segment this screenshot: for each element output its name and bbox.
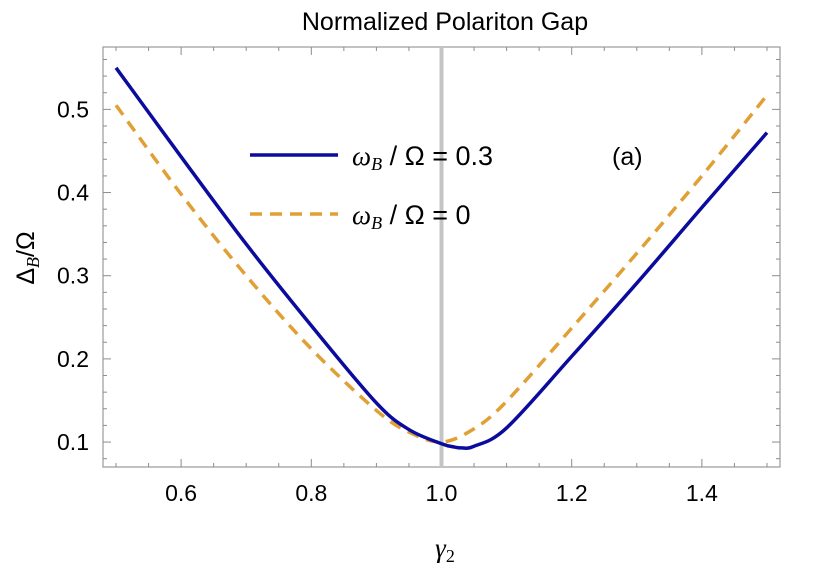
series-line-dashed [114,94,769,444]
series-line-solid [114,66,769,450]
legend-entry-2: ωB / Ω = 0 [352,200,471,233]
y-tick-label: 0.5 [57,96,89,122]
x-axis-label-main: γ [435,533,447,563]
legend-1-sub: B [371,154,382,174]
y-tick-label: 0.2 [57,346,89,372]
legend: ωB / Ω = 0.3 ωB / Ω = 0 [250,141,493,233]
x-tick-label: 1.4 [686,480,718,506]
y-tick-label: 0.1 [57,429,89,455]
y-axis-label-sub: B [23,257,43,268]
x-axis-label: γ2 [435,533,455,566]
legend-1-var: ω [352,141,371,171]
legend-2-sub: B [371,213,382,233]
legend-1-rest: / Ω = 0.3 [382,141,493,171]
x-tick-label: 1.2 [556,480,588,506]
panel-annotation: (a) [612,143,643,171]
axis-tick-labels: 0.6 0.8 1.0 1.2 1.4 0.1 0.2 0.3 0.4 0.5 [57,96,718,506]
x-tick-label: 1.0 [426,480,458,506]
y-tick-label: 0.3 [57,263,89,289]
series-lines [114,66,769,450]
x-axis-label-sub: 2 [446,546,455,566]
y-tick-label: 0.4 [57,180,89,206]
y-axis-label-main: Δ [12,268,40,285]
x-tick-label: 0.8 [295,480,327,506]
axis-ticks [103,47,780,467]
y-axis-label-tail: /Ω [12,231,40,257]
legend-2-var: ω [352,200,371,230]
y-axis-label: ΔB/Ω [12,231,43,284]
x-tick-label: 0.6 [165,480,197,506]
legend-2-rest: / Ω = 0 [382,200,470,230]
legend-entry-1: ωB / Ω = 0.3 [352,141,493,174]
chart-title: Normalized Polariton Gap [302,8,588,36]
